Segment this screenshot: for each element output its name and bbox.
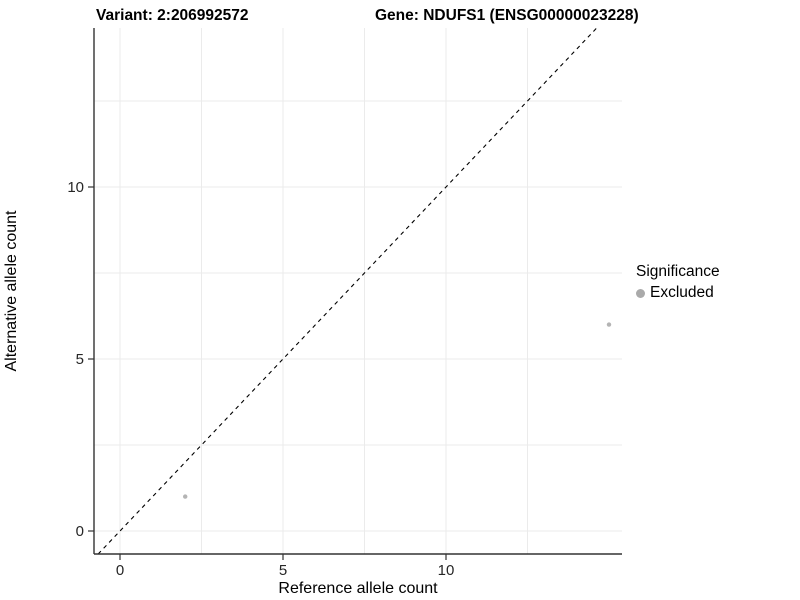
x-tick-label: 10 — [438, 562, 455, 579]
legend: Significance Excluded — [636, 263, 720, 302]
legend-title: Significance — [636, 263, 720, 280]
x-tick-label: 5 — [279, 562, 287, 579]
plot-title-variant: Variant: 2:206992572 — [96, 7, 249, 24]
y-tick-label: 0 — [76, 523, 84, 540]
data-point — [183, 494, 188, 499]
data-point — [606, 322, 612, 327]
scatter-points — [183, 322, 612, 499]
axis-lines — [93, 28, 622, 555]
identity-dashed-line — [97, 27, 598, 555]
y-axis-label: Alternative allele count — [3, 210, 20, 372]
y-tick-label: 5 — [76, 351, 84, 368]
legend-item-excluded: Excluded — [636, 284, 720, 302]
gridlines — [94, 28, 622, 554]
x-tick-label: 0 — [116, 562, 124, 579]
y-tick-label: 10 — [67, 179, 84, 196]
axis-tick-labels: 0 5 10 0 5 10 — [67, 179, 454, 579]
legend-key-dot-icon — [636, 288, 645, 298]
legend-item-label: Excluded — [650, 284, 714, 301]
axis-tick-marks — [88, 186, 447, 560]
x-axis-label: Reference allele count — [278, 580, 438, 597]
plot-title-gene: Gene: NDUFS1 (ENSG00000023228) — [375, 7, 639, 24]
